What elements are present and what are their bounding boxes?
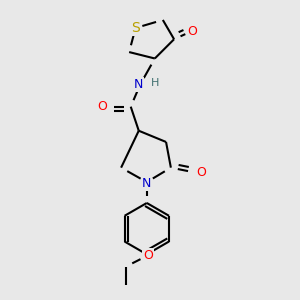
Text: S: S [131,21,140,35]
Text: O: O [97,100,107,113]
Text: O: O [196,166,206,179]
Text: O: O [143,250,153,262]
Text: N: N [134,78,143,91]
Text: H: H [151,78,159,88]
Text: N: N [142,177,152,190]
Text: O: O [187,25,197,38]
